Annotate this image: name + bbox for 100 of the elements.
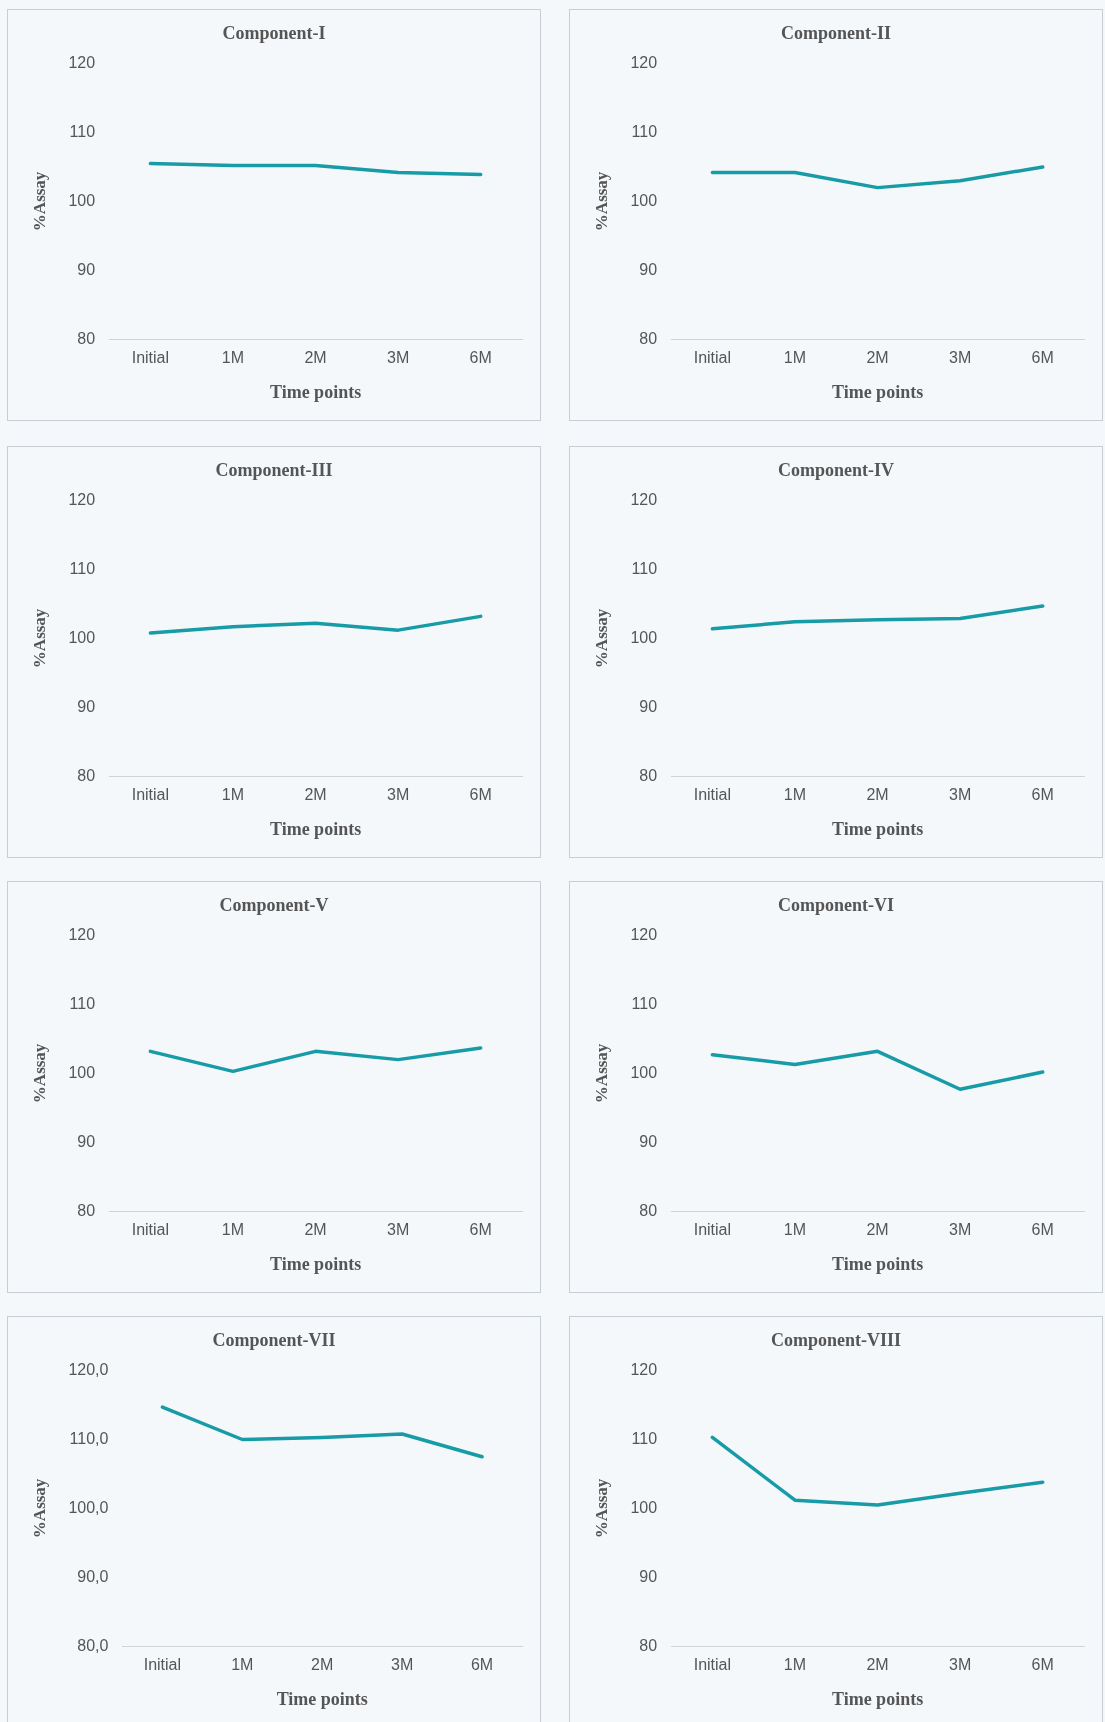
x-tick-label: 2M	[866, 1656, 889, 1674]
x-tick-label: 2M	[304, 786, 327, 804]
y-tick-label: 90	[639, 260, 658, 278]
x-tick-label: 6M	[1031, 1656, 1054, 1674]
y-tick-label: 80,0	[77, 1636, 109, 1654]
x-tick-label: 3M	[391, 1656, 414, 1674]
y-tick-label: 100	[68, 628, 96, 646]
chart-title: Component-II	[780, 23, 892, 44]
x-axis-title: Time points	[831, 1253, 924, 1274]
y-tick-label: 90	[77, 1132, 96, 1150]
y-tick-label: 80	[77, 1201, 96, 1219]
y-axis-title: %Assay	[29, 1478, 49, 1539]
x-axis-title: Time points	[269, 1253, 362, 1274]
x-tick-label: 6M	[469, 1221, 492, 1239]
x-tick-label: Initial	[693, 1221, 732, 1239]
x-tick-label: 6M	[1031, 786, 1054, 804]
x-tick-label: 2M	[866, 349, 889, 367]
y-tick-label: 100,0	[68, 1498, 109, 1516]
y-tick-label: 100	[630, 1063, 658, 1081]
y-tick-label: 110	[69, 559, 96, 577]
y-tick-label: 110	[69, 122, 96, 140]
x-tick-label: 6M	[1031, 349, 1054, 367]
x-tick-label: 6M	[1031, 1221, 1054, 1239]
chart-title: Component-V	[219, 895, 329, 916]
x-tick-label: 2M	[304, 1221, 327, 1239]
x-tick-label: 3M	[949, 349, 972, 367]
x-tick-label: Initial	[131, 1221, 170, 1239]
x-tick-label: 6M	[469, 786, 492, 804]
x-tick-label: 3M	[949, 786, 972, 804]
y-tick-label: 120	[68, 491, 96, 509]
x-tick-label: 1M	[221, 1221, 245, 1239]
y-tick-label: 90	[639, 1132, 658, 1150]
x-tick-label: 1M	[783, 786, 807, 804]
y-axis-title: %Assay	[29, 1043, 49, 1104]
y-tick-label: 100	[68, 1063, 96, 1081]
chart-title: Component-I	[222, 23, 326, 44]
x-tick-label: 2M	[304, 349, 327, 367]
y-tick-label: 110	[631, 122, 658, 140]
y-tick-label: 120	[630, 491, 658, 509]
y-tick-label: 120	[630, 54, 658, 72]
y-tick-label: 120	[630, 926, 658, 944]
y-tick-label: 100	[68, 191, 96, 209]
x-tick-label: Initial	[143, 1656, 182, 1674]
y-axis-title: %Assay	[591, 1043, 611, 1104]
x-tick-label: 3M	[949, 1221, 972, 1239]
x-axis-title: Time points	[831, 818, 924, 839]
y-tick-label: 120	[68, 926, 96, 944]
y-tick-label: 80	[639, 329, 658, 347]
x-axis-title: Time points	[269, 381, 362, 402]
y-tick-label: 100	[630, 191, 658, 209]
y-tick-label: 110,0	[69, 1429, 109, 1447]
y-tick-label: 90	[77, 697, 96, 715]
x-axis-title: Time points	[269, 818, 362, 839]
x-tick-label: 1M	[221, 349, 245, 367]
y-tick-label: 80	[77, 766, 96, 784]
y-tick-label: 110	[631, 1429, 658, 1447]
y-tick-label: 80	[77, 329, 96, 347]
x-tick-label: 6M	[470, 1656, 494, 1674]
y-tick-label: 90,0	[77, 1567, 109, 1585]
y-tick-label: 80	[639, 766, 658, 784]
y-tick-label: 110	[631, 559, 658, 577]
x-tick-label: 3M	[949, 1656, 972, 1674]
y-tick-label: 80	[639, 1636, 658, 1654]
x-tick-label: 3M	[387, 1221, 410, 1239]
y-tick-label: 90	[77, 260, 96, 278]
x-axis-title: Time points	[276, 1688, 368, 1709]
x-tick-label: Initial	[131, 786, 170, 804]
x-axis-title: Time points	[831, 381, 924, 402]
x-tick-label: 3M	[387, 349, 410, 367]
x-tick-label: 2M	[866, 786, 889, 804]
chart-title: Component-VIII	[770, 1330, 902, 1351]
chart-title: Component-VII	[212, 1330, 336, 1351]
x-tick-label: Initial	[693, 349, 732, 367]
y-axis-title: %Assay	[591, 171, 611, 232]
x-tick-label: 1M	[221, 786, 245, 804]
y-tick-label: 120	[630, 1361, 658, 1379]
x-tick-label: Initial	[131, 349, 170, 367]
y-axis-title: %Assay	[591, 608, 611, 669]
chart-title: Component-VI	[777, 895, 895, 916]
x-tick-label: Initial	[693, 1656, 732, 1674]
x-tick-label: 3M	[387, 786, 410, 804]
y-tick-label: 90	[639, 1567, 658, 1585]
x-tick-label: 2M	[311, 1656, 334, 1674]
y-axis-title: %Assay	[591, 1478, 611, 1539]
y-tick-label: 120,0	[68, 1361, 109, 1379]
y-tick-label: 110	[631, 994, 658, 1012]
x-tick-label: 1M	[783, 1221, 807, 1239]
x-axis-title: Time points	[831, 1688, 924, 1709]
chart-title: Component-III	[215, 460, 333, 481]
x-tick-label: 1M	[783, 349, 807, 367]
x-tick-label: Initial	[693, 786, 732, 804]
y-tick-label: 80	[639, 1201, 658, 1219]
x-tick-label: 2M	[866, 1221, 889, 1239]
chart-title: Component-IV	[777, 460, 895, 481]
y-tick-label: 100	[630, 1498, 658, 1516]
y-tick-label: 110	[69, 994, 96, 1012]
x-tick-label: 6M	[469, 349, 492, 367]
x-tick-label: 1M	[231, 1656, 254, 1674]
y-tick-label: 120	[68, 54, 96, 72]
y-axis-title: %Assay	[29, 171, 49, 232]
